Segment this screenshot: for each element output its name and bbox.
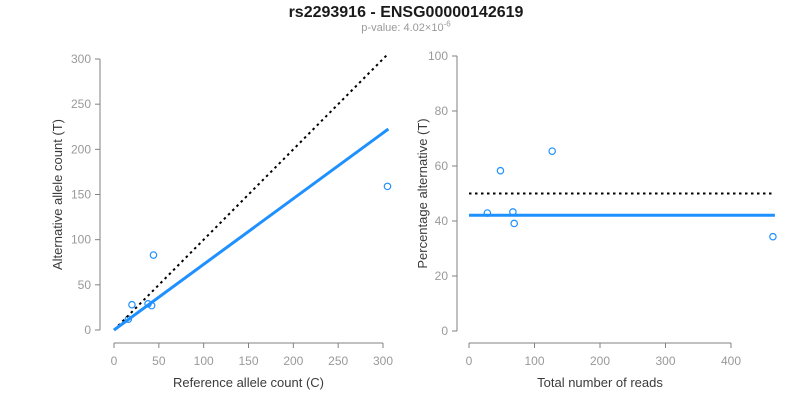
y-tick-label: 250 (71, 97, 91, 111)
y-axis: 0 50 100 150 200 250 300 (71, 52, 101, 337)
y-tick-label: 0 (84, 323, 91, 337)
figure-header: rs2293916 - ENSG00000142619 p-value: 4.0… (0, 4, 800, 35)
percentage-alternative-scatter: 0 20 40 60 80 100 0 100 200 300 400 Total number of… (415, 49, 777, 390)
y-axis-title: Alternative allele count (T) (50, 119, 65, 270)
y-tick-label: 80 (435, 104, 449, 118)
data-point (383, 182, 392, 191)
page-title: rs2293916 - ENSG00000142619 (288, 4, 524, 21)
x-axis-title: Total number of reads (537, 375, 663, 390)
fitted-proportion-line (113, 127, 390, 332)
y-tick-label: 300 (71, 52, 91, 66)
x-tick-label: 100 (524, 354, 544, 368)
pvalue-text: p-value: 4.02×10 (361, 22, 444, 34)
y-tick-label: 100 (428, 49, 448, 63)
x-tick-label: 50 (152, 354, 166, 368)
y-tick-label: 100 (71, 233, 91, 247)
y-tick-label: 40 (435, 214, 449, 228)
x-tick-label: 150 (238, 354, 258, 368)
y-tick-label: 150 (71, 188, 91, 202)
y-tick-label: 200 (71, 142, 91, 156)
y-tick-label: 20 (435, 269, 449, 283)
x-tick-label: 300 (655, 354, 675, 368)
x-tick-label: 200 (590, 354, 610, 368)
y-axis-title: Percentage alternative (T) (415, 118, 430, 268)
x-tick-label: 250 (328, 354, 348, 368)
x-tick-label: 300 (373, 354, 393, 368)
x-tick-label: 200 (283, 354, 303, 368)
pvalue-exponent: -6 (443, 19, 451, 29)
identity-line (113, 54, 388, 331)
data-point (496, 166, 505, 175)
x-tick-label: 0 (111, 354, 118, 368)
data-point (128, 300, 136, 309)
x-tick-label: 0 (466, 354, 473, 368)
data-point (769, 232, 777, 241)
x-tick-label: 100 (194, 354, 214, 368)
y-axis: 0 20 40 60 80 100 (428, 49, 458, 338)
y-tick-label: 60 (435, 159, 449, 173)
x-tick-label: 400 (721, 354, 741, 368)
data-point (510, 219, 518, 228)
x-axis: 0 50 100 150 200 250 300 (111, 342, 393, 368)
pvalue-subtitle: p-value: 4.02×10-6 (12, 19, 800, 35)
allele-count-scatter: 0 50 100 150 200 250 300 0 50 100 150 200 250 300 Refe… (50, 52, 393, 390)
y-tick-label: 0 (441, 324, 448, 338)
x-axis-title: Reference allele count (C) (173, 375, 324, 390)
data-point (548, 147, 556, 155)
y-tick-label: 50 (78, 278, 92, 292)
x-axis: 0 100 200 300 400 (466, 342, 741, 368)
data-point (149, 251, 158, 259)
